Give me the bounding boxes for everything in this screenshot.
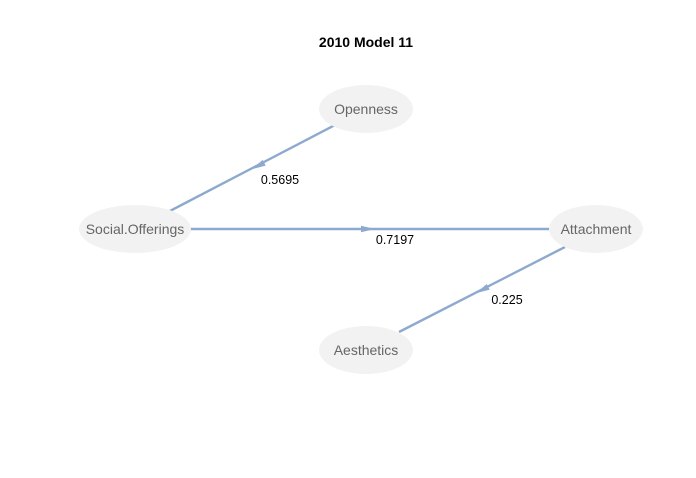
edge-arrowhead-attachment-aesthetics	[475, 283, 490, 294]
diagram-title: 2010 Model 11	[319, 34, 413, 50]
node-social: Social.Offerings	[79, 205, 191, 253]
edge-label-openness-social: 0.5695	[261, 173, 299, 187]
node-aesthetics: Aesthetics	[319, 326, 413, 374]
edge-label-attachment-aesthetics: 0.225	[491, 293, 522, 307]
node-openness: Openness	[319, 85, 413, 133]
edge-openness-social	[167, 123, 336, 214]
node-ellipse-aesthetics	[319, 326, 413, 374]
node-label-aesthetics: Aesthetics	[334, 342, 399, 358]
node-attachment: Attachment	[549, 205, 643, 253]
node-label-openness: Openness	[334, 101, 398, 117]
node-label-attachment: Attachment	[561, 221, 632, 237]
edges-layer	[167, 123, 566, 334]
edge-label-social-attachment: 0.7197	[376, 233, 414, 247]
node-ellipse-attachment	[549, 205, 643, 253]
nodes-layer: Openness Social.Offerings Attachment Aesthe…	[79, 85, 643, 374]
node-ellipse-social	[79, 205, 191, 253]
edge-arrowhead-openness-social	[251, 159, 266, 170]
edge-labels-layer: 0.5695 0.7197 0.225	[261, 173, 523, 307]
node-label-social: Social.Offerings	[86, 221, 185, 237]
node-ellipse-openness	[319, 85, 413, 133]
edge-arrowhead-social-attachment	[361, 225, 375, 233]
